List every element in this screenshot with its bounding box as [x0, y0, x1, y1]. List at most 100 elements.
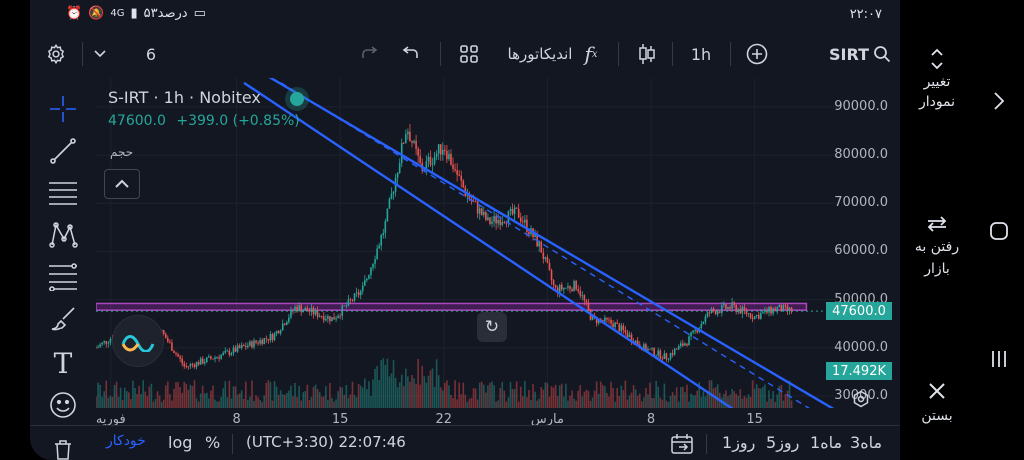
volume-bar [370, 395, 372, 408]
drawing-anchor-handle[interactable] [290, 92, 304, 106]
candle-body [686, 343, 688, 346]
candle-body [497, 219, 499, 224]
trash-icon[interactable] [46, 433, 80, 460]
volume-bar [187, 389, 190, 408]
candle-body [472, 201, 475, 202]
volume-bar [199, 393, 202, 408]
candle-body [606, 317, 608, 320]
reset-view-icon[interactable]: ↻ [477, 312, 507, 342]
volume-bar [731, 389, 733, 408]
brush-icon[interactable] [46, 302, 80, 336]
candle-body [694, 329, 696, 331]
goto-date-icon[interactable] [670, 433, 694, 459]
fib-retracement-icon[interactable] [46, 260, 80, 294]
candle-body [255, 340, 257, 343]
interval-value[interactable]: 6 [145, 44, 157, 64]
change-chart-button[interactable]: تغییر نمودار [900, 48, 974, 112]
indicators-label[interactable]: اندیکاتورها [507, 45, 573, 63]
volume-bar [290, 385, 292, 408]
parallel-channel[interactable] [222, 78, 836, 408]
text-tool-icon[interactable]: T [53, 346, 73, 380]
volume-bar [171, 400, 173, 408]
log-scale-button[interactable]: log [168, 433, 193, 452]
candle-body [768, 306, 770, 313]
collapse-legend-button[interactable] [104, 169, 140, 199]
range-button[interactable]: 5روز [766, 433, 800, 452]
horizontal-lines-icon[interactable] [46, 176, 80, 210]
volume-bar [359, 385, 362, 408]
volume-bar [698, 382, 701, 408]
undo-icon[interactable] [396, 30, 426, 78]
crosshair-icon[interactable] [46, 92, 80, 126]
axis-settings-icon[interactable] [850, 388, 872, 410]
range-button[interactable]: 1ماه [810, 433, 843, 452]
candle-body [774, 308, 776, 311]
volume-bar [117, 396, 120, 408]
volume-bar [175, 382, 177, 408]
candles-icon[interactable] [634, 30, 660, 78]
gear-icon[interactable] [38, 30, 74, 78]
range-button[interactable]: 3ماه [850, 433, 883, 452]
volume-bar [760, 388, 762, 408]
horizontal-zone[interactable] [96, 302, 808, 311]
toolbar-divider [440, 42, 441, 66]
volume-bar [446, 380, 448, 408]
candle-body [706, 312, 709, 317]
candle-body [661, 358, 664, 360]
volume-bar [125, 391, 128, 408]
volume-bar [398, 382, 401, 408]
time-axis[interactable]: فوریه 8 15 22 مارس 8 15 [96, 408, 900, 430]
candle-body [786, 305, 789, 311]
candle-body [612, 323, 614, 328]
candle-body [179, 356, 181, 359]
candle-body [499, 219, 502, 225]
side-panel: تغییر نمودار رفتن به بازار بستن [900, 30, 974, 460]
add-icon[interactable] [742, 30, 772, 78]
legend-title: S-IRT · 1h · Nobitex [108, 88, 261, 107]
chevron-right-icon[interactable] [986, 88, 1012, 114]
candle-body [378, 245, 380, 249]
recents-icon[interactable] [986, 346, 1012, 372]
volume-bar [595, 381, 598, 408]
volume-bar [167, 381, 169, 408]
volume-bar [130, 399, 132, 408]
timeframe-button[interactable]: 1h [690, 44, 712, 64]
go-to-market-label: رفتن به بازار [914, 239, 960, 277]
percent-scale-button[interactable]: % [205, 433, 221, 452]
pattern-icon[interactable] [46, 218, 80, 252]
candle-body [240, 345, 243, 348]
volume-bar [271, 400, 274, 408]
candle-body [718, 311, 721, 313]
search-icon [874, 46, 891, 63]
volume-bar [565, 383, 567, 408]
candle-body [604, 317, 606, 322]
volume-bar [684, 392, 686, 408]
candle-body [692, 330, 694, 333]
volume-bar [173, 388, 175, 408]
volume-bar [704, 396, 707, 408]
volume-bar [538, 398, 541, 408]
emoji-icon[interactable] [46, 388, 80, 422]
volume-bar [702, 391, 705, 408]
trendline-icon[interactable] [46, 134, 80, 168]
volume-bar [593, 390, 596, 408]
timezone-clock[interactable]: (UTC+3:30) 22:07:46 [246, 433, 406, 451]
candle-body [364, 280, 366, 286]
status-time: ۲۲:۰۷ [849, 7, 882, 22]
close-button[interactable]: بستن [900, 382, 974, 424]
range-button[interactable]: 1روز [722, 433, 756, 452]
auto-scale-button[interactable]: خودکار [106, 433, 146, 449]
layout-grid-icon[interactable] [454, 30, 484, 78]
volume-bar [507, 397, 510, 408]
redo-icon[interactable] [354, 30, 384, 78]
go-to-market-button[interactable]: رفتن به بازار [900, 216, 974, 280]
candle-body [618, 323, 621, 332]
volume-bar [405, 368, 407, 408]
home-icon[interactable] [986, 218, 1012, 244]
chevron-down-icon[interactable] [88, 30, 112, 78]
volume-bar [296, 397, 298, 408]
candle-body [727, 307, 729, 310]
symbol-search-button[interactable]: SIRT [826, 30, 894, 78]
